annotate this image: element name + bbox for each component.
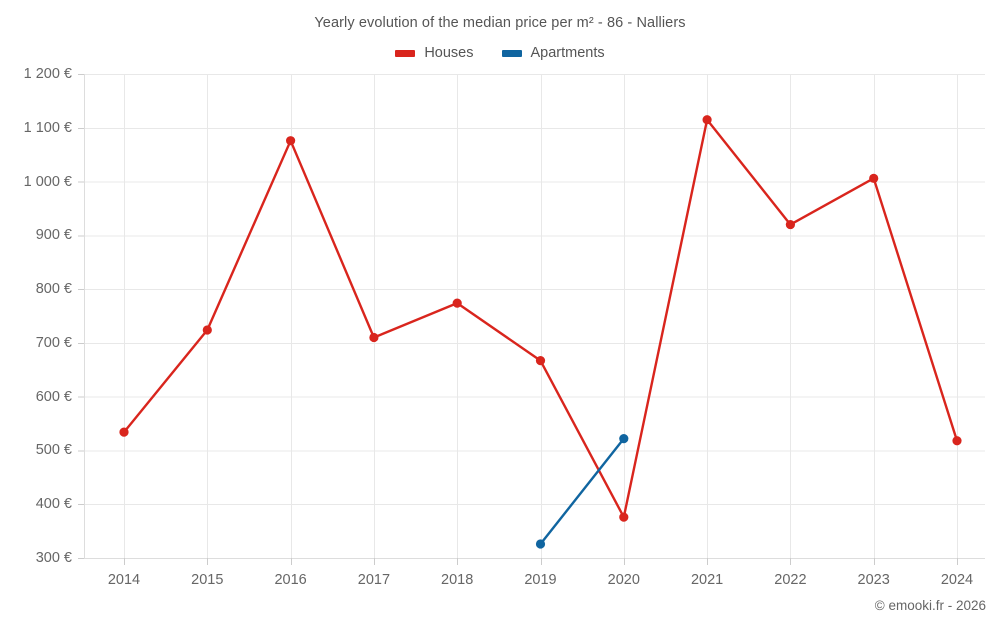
legend-label: Houses [424,45,474,61]
data-point-houses-2024[interactable] [952,436,962,446]
series-line-houses [122,118,959,519]
series-line-apartments [539,437,625,546]
legend-swatch-icon [501,49,522,57]
data-point-houses-2023[interactable] [869,173,879,183]
data-point-houses-2021[interactable] [702,115,712,125]
data-point-houses-2017[interactable] [369,332,379,343]
chart-legend: Houses Apartments [0,45,1000,61]
data-point-houses-2018[interactable] [452,298,462,308]
data-point-houses-2014[interactable] [119,427,129,437]
data-point-houses-2016[interactable] [286,136,296,146]
legend-swatch-icon [395,49,416,57]
legend-item-houses[interactable]: Houses [395,45,474,61]
legend-item-apartments[interactable]: Apartments [501,45,605,61]
legend-label: Apartments [530,45,605,61]
data-point-houses-2015[interactable] [202,325,212,335]
data-point-houses-2020[interactable] [619,512,629,522]
data-point-houses-2019[interactable] [535,356,546,366]
data-point-apartments-2019[interactable] [535,539,546,549]
copyright-footer: © emooki.fr - 2026 [874,598,986,613]
chart-title: Yearly evolution of the median price per… [314,15,686,31]
data-point-apartments-2020[interactable] [619,434,629,444]
data-point-houses-2022[interactable] [785,219,796,230]
